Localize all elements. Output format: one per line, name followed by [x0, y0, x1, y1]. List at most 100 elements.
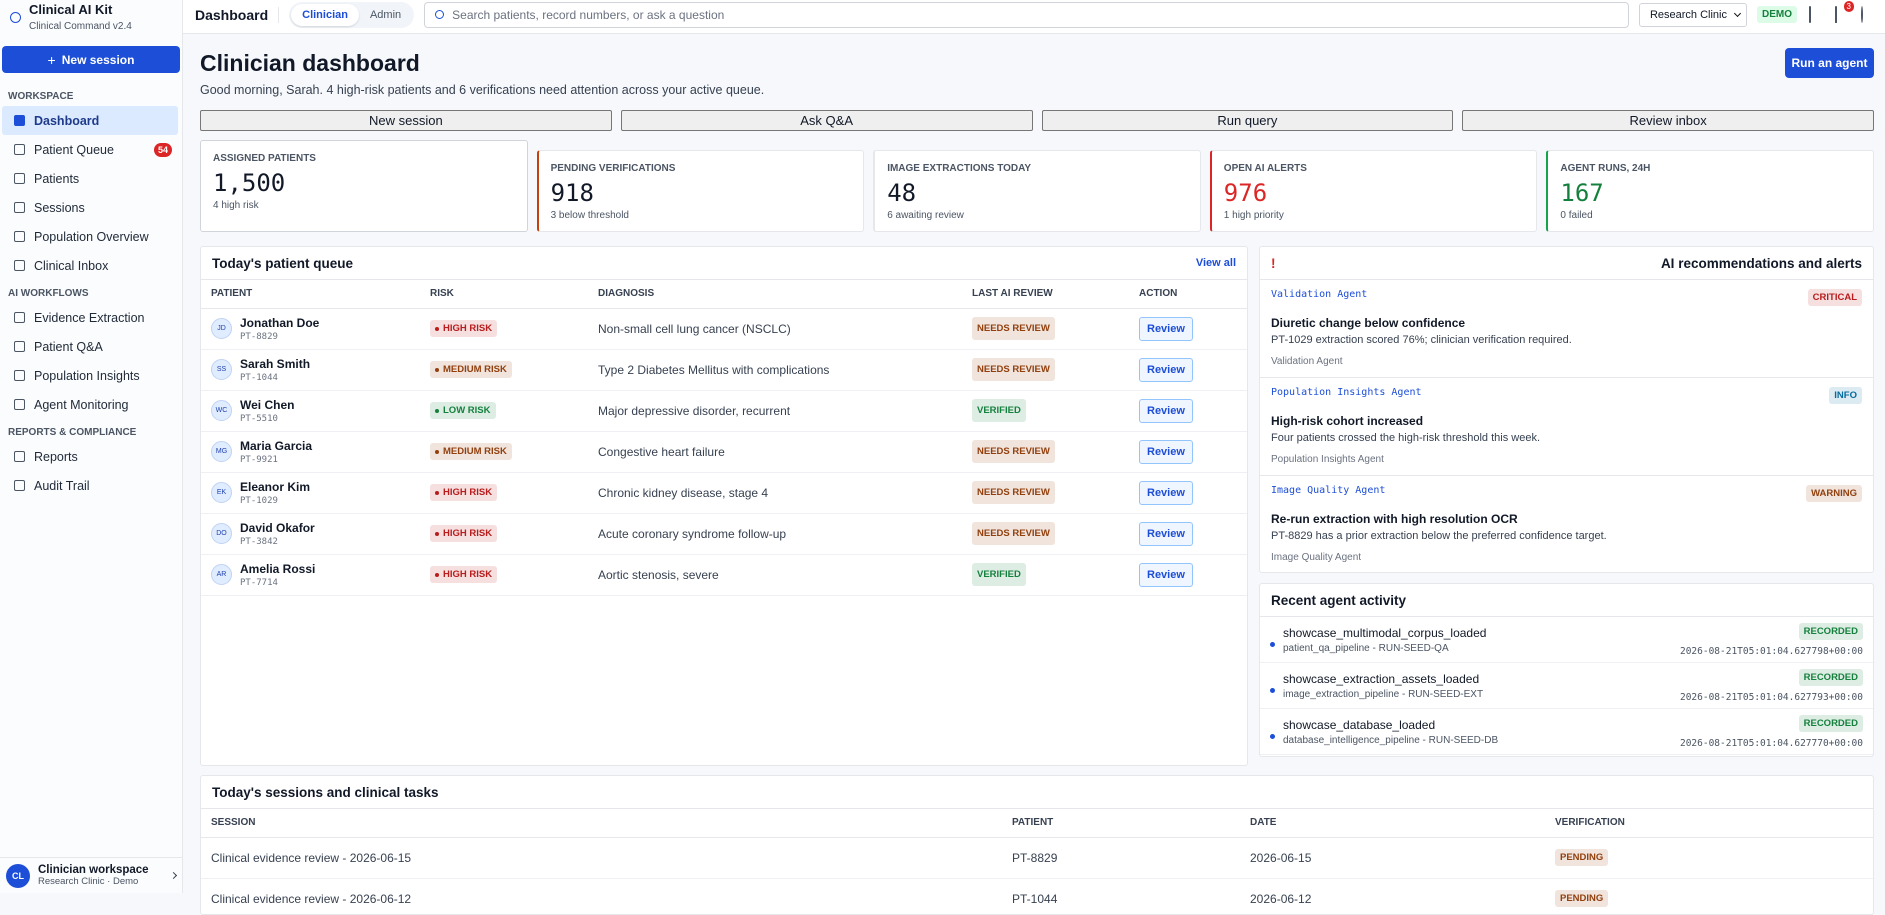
section-label: REPORTS & COMPLIANCE: [8, 427, 137, 438]
risk-badge: MEDIUM RISK: [430, 361, 512, 379]
alert-item: Population Insights Agent INFO High-risk c…: [1260, 378, 1873, 476]
level-badge-text: WARNING: [1811, 488, 1857, 499]
patient-name: David Okafor: [240, 520, 315, 535]
role-tabs: Clinician Admin: [289, 1, 415, 28]
status-badge-text: RECORDED: [1803, 626, 1858, 637]
stat-value: 918: [550, 179, 594, 207]
nav-item[interactable]: Patient Queue 54: [2, 135, 178, 164]
patient-id: PT-3842: [240, 536, 278, 547]
review-button[interactable]: Review: [1139, 398, 1193, 423]
stat-label: IMAGE EXTRACTIONS TODAY: [887, 163, 1032, 174]
queue-row: EK Eleanor Kim PT-1029 HIGH RISK Chronic kid…: [201, 472, 1247, 514]
review-button[interactable]: Review: [1139, 562, 1193, 587]
new-session-button[interactable]: + New session: [2, 46, 180, 73]
nav-icon: [14, 370, 25, 381]
alert-title: Diuretic change below confidence: [1271, 316, 1466, 330]
nav-item[interactable]: Population Insights: [2, 361, 178, 390]
badge-dot: [435, 449, 439, 454]
badge-dot: [435, 531, 439, 536]
alert-source: Population Insights Agent: [1271, 454, 1384, 465]
review-button[interactable]: Review: [1139, 480, 1193, 505]
role-tab[interactable]: Clinician: [291, 3, 359, 26]
session-name: Clinical evidence review - 2026-06-12: [201, 878, 1002, 914]
plus-icon: +: [47, 51, 56, 68]
risk-badge: LOW RISK: [430, 402, 496, 420]
brand-version: Clinical Command v2.4: [29, 21, 132, 32]
patient-id: PT-9921: [240, 454, 278, 465]
review-badge: NEEDS REVIEW: [972, 522, 1055, 545]
patient-cell: DO David Okafor PT-3842: [211, 521, 410, 547]
activity-pipeline: image_extraction_pipeline - RUN-SEED-EXT: [1283, 688, 1484, 700]
review-badge: VERIFIED: [972, 563, 1026, 586]
bell-icon[interactable]: 3: [1833, 0, 1854, 23]
settings-icon[interactable]: [1859, 5, 1875, 23]
search-box[interactable]: Search patients, record numbers, or ask …: [424, 1, 1629, 28]
column-header: PATIENT: [1002, 809, 1240, 838]
nav-item[interactable]: Patients: [2, 164, 178, 193]
patient-name: Eleanor Kim: [240, 479, 311, 494]
alert-source: Image Quality Agent: [1271, 552, 1362, 563]
risk-badge-text: MEDIUM RISK: [443, 364, 507, 376]
chevron: [169, 871, 178, 880]
review-badge-text: VERIFIED: [977, 405, 1021, 416]
quick-action[interactable]: Run query: [1041, 110, 1454, 131]
stat-value: 48: [887, 179, 917, 207]
nav-item[interactable]: Reports: [2, 442, 178, 471]
nav-item[interactable]: Clinical Inbox: [2, 251, 178, 280]
queue-row: DO David Okafor PT-3842 HIGH RISK Acute coro…: [201, 513, 1247, 555]
sidebar: Clinical AI Kit Clinical Command v2.4 + New…: [0, 0, 183, 893]
activity-meta: RECORDED 2026-08-21T05:01:04.627793+00:00: [1680, 668, 1863, 703]
nav-item[interactable]: Audit Trail: [2, 471, 178, 500]
run-agent-button[interactable]: Run an agent: [1785, 48, 1874, 78]
review-button[interactable]: Review: [1139, 316, 1193, 341]
verification-badge-text: PENDING: [1560, 893, 1604, 904]
diagnosis: Non-small cell lung cancer (NSCLC): [588, 308, 962, 350]
nav-item[interactable]: Patient Q&A: [2, 332, 178, 361]
review-badge: NEEDS REVIEW: [972, 358, 1055, 381]
sessions-table: SESSION PATIENT DATE VERIFICATION Clinical e…: [201, 809, 1873, 914]
review-badge: NEEDS REVIEW: [972, 481, 1055, 504]
review-badge-text: NEEDS REVIEW: [977, 528, 1050, 539]
role-tab[interactable]: Admin: [369, 8, 402, 21]
activity-event: showcase_database_loaded: [1283, 717, 1436, 732]
search-placeholder: Search patients, record numbers, or ask …: [452, 7, 725, 22]
nav-item[interactable]: Agent Monitoring: [2, 390, 178, 419]
review-button[interactable]: Review: [1139, 439, 1193, 464]
cell: Review: [1129, 554, 1247, 596]
quick-action[interactable]: Review inbox: [1462, 110, 1874, 131]
sessions-title: Today's sessions and clinical tasks: [212, 784, 439, 800]
clinic-select[interactable]: Research Clinic: [1638, 2, 1747, 27]
risk-badge-text: HIGH RISK: [443, 569, 493, 581]
cell: Review: [1129, 431, 1247, 473]
level-badge-text: CRITICAL: [1812, 292, 1857, 303]
nav-item[interactable]: Evidence Extraction: [2, 303, 178, 332]
review-button[interactable]: Review: [1139, 357, 1193, 382]
workspace-footer[interactable]: CL Clinician workspace Research Clinic · D…: [0, 857, 182, 893]
bag-icon[interactable]: [1807, 5, 1823, 23]
nav-item[interactable]: Population Overview: [2, 222, 178, 251]
patient-id: PT-1029: [240, 495, 278, 506]
badge-dot: [435, 326, 439, 331]
patient-name: Amelia Rossi: [240, 561, 316, 576]
patient-info: Wei Chen PT-5510: [240, 398, 294, 424]
view-all-link[interactable]: View all: [1195, 257, 1236, 269]
icon-shape: [1835, 5, 1837, 23]
quick-action[interactable]: Ask Q&A: [620, 110, 1033, 131]
session-date: 2026-06-12: [1240, 878, 1545, 914]
cell: JD Jonathan Doe PT-8829: [201, 308, 420, 350]
review-button[interactable]: Review: [1139, 521, 1193, 546]
nav-item[interactable]: Sessions: [2, 193, 178, 222]
stat-card: OPEN AI ALERTS 976 1 high priority: [1209, 150, 1538, 232]
patient-id: PT-8829: [240, 331, 278, 342]
agent-name: Population Insights Agent: [1271, 387, 1422, 398]
stat-note: 6 awaiting review: [887, 210, 964, 221]
alert-text: PT-8829 has a prior extraction below the…: [1271, 530, 1607, 542]
cell: NEEDS REVIEW: [962, 513, 1129, 555]
diagnosis: Acute coronary syndrome follow-up: [588, 513, 962, 555]
diagnosis: Chronic kidney disease, stage 4: [588, 472, 962, 514]
cell: AR Amelia Rossi PT-7714: [201, 554, 420, 596]
nav-item[interactable]: Dashboard: [2, 106, 178, 135]
cell: PENDING: [1545, 878, 1873, 914]
quick-action[interactable]: New session: [200, 110, 612, 131]
notification-badge: 3: [1843, 0, 1854, 12]
